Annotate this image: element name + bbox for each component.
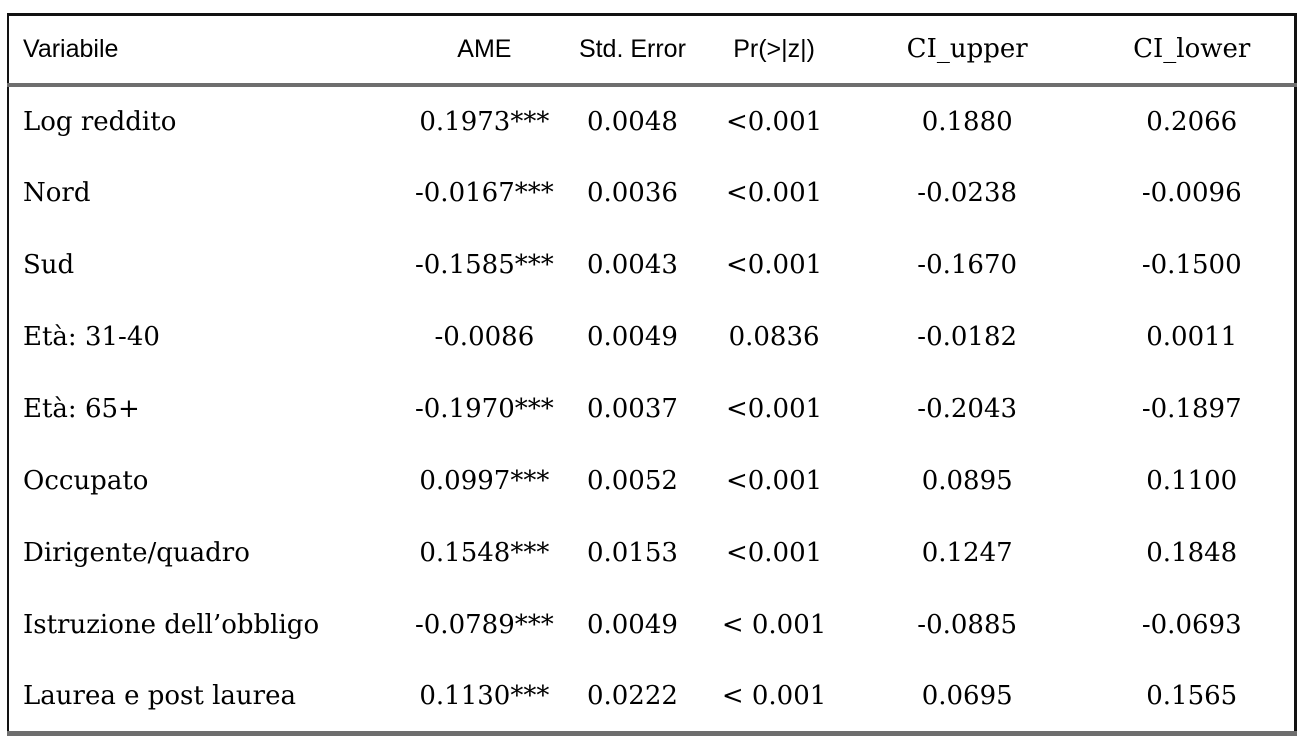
cell-ci-lower: 0.1848: [1146, 538, 1238, 569]
cell-ci-upper: -0.0182: [917, 321, 1018, 352]
cell-std-error: 0.0049: [586, 321, 678, 352]
table-row: Età: 65+ -0.1970*** 0.0037 <0.001 -0.204…: [8, 373, 1296, 445]
cell-ci-upper: 0.1247: [921, 538, 1013, 569]
cell-ci-lower: -0.1897: [1141, 393, 1242, 424]
cell-std-error: 0.0043: [586, 249, 678, 280]
cell-ci-lower: 0.1100: [1146, 466, 1238, 497]
table-row: Sud -0.1585*** 0.0043 <0.001 -0.1670 -0.…: [8, 229, 1296, 301]
cell-pr-z: < 0.001: [721, 610, 827, 641]
cell-ci-lower: -0.1500: [1141, 249, 1242, 280]
cell-ci-upper: -0.1670: [917, 249, 1018, 280]
cell-variabile: Laurea e post laurea: [23, 681, 296, 712]
results-table-container: Variabile AME Std. Error Pr(>|z|) CI_upp…: [7, 13, 1297, 736]
cell-std-error: 0.0222: [586, 681, 678, 712]
header-pr-z: Pr(>|z|): [703, 14, 845, 87]
cell-variabile: Occupato: [23, 466, 149, 497]
table-row: Età: 31-40 -0.0086 0.0049 0.0836 -0.0182…: [8, 301, 1296, 373]
cell-std-error: 0.0036: [586, 177, 678, 208]
cell-std-error: 0.0153: [586, 538, 678, 569]
cell-ci-upper: 0.0695: [921, 681, 1013, 712]
cell-std-error: 0.0037: [586, 393, 678, 424]
cell-pr-z: <0.001: [725, 106, 823, 137]
results-table: Variabile AME Std. Error Pr(>|z|) CI_upp…: [7, 13, 1297, 736]
cell-ci-lower: 0.0011: [1146, 321, 1238, 352]
header-row: Variabile AME Std. Error Pr(>|z|) CI_upp…: [8, 14, 1296, 87]
cell-ame: 0.1973***: [419, 106, 550, 137]
cell-variabile: Log reddito: [23, 106, 177, 137]
cell-std-error: 0.0052: [586, 466, 678, 497]
table-row: Occupato 0.0997*** 0.0052 <0.001 0.0895 …: [8, 445, 1296, 517]
cell-ame: -0.0167***: [414, 177, 554, 208]
cell-ame: 0.0997***: [419, 466, 550, 497]
cell-variabile: Nord: [23, 177, 91, 208]
cell-ci-lower: -0.0096: [1141, 177, 1242, 208]
cell-pr-z: <0.001: [725, 393, 823, 424]
cell-variabile: Dirigente/quadro: [23, 538, 250, 569]
cell-pr-z: 0.0836: [728, 321, 820, 352]
header-ame: AME: [407, 14, 562, 87]
table-row: Laurea e post laurea 0.1130*** 0.0222 < …: [8, 661, 1296, 733]
header-std-error: Std. Error: [561, 14, 704, 87]
cell-ci-lower: 0.1565: [1146, 681, 1238, 712]
cell-ame: 0.1548***: [419, 538, 550, 569]
header-ci-lower: CI_lower: [1089, 14, 1296, 87]
cell-pr-z: <0.001: [725, 177, 823, 208]
cell-ci-upper: 0.0895: [921, 466, 1013, 497]
cell-ame: -0.0086: [434, 321, 535, 352]
cell-variabile: Sud: [23, 249, 75, 280]
cell-ci-upper: -0.2043: [917, 393, 1018, 424]
table-row: Dirigente/quadro 0.1548*** 0.0153 <0.001…: [8, 517, 1296, 589]
cell-ci-upper: -0.0885: [917, 610, 1018, 641]
table-row: Istruzione dell’obbligo -0.0789*** 0.004…: [8, 589, 1296, 661]
cell-ame: -0.1970***: [414, 393, 554, 424]
cell-ame: 0.1130***: [419, 681, 550, 712]
cell-std-error: 0.0048: [586, 106, 678, 137]
cell-ci-lower: -0.0693: [1141, 610, 1242, 641]
cell-ci-upper: 0.1880: [921, 106, 1013, 137]
table-row: Nord -0.0167*** 0.0036 <0.001 -0.0238 -0…: [8, 157, 1296, 229]
cell-pr-z: <0.001: [725, 538, 823, 569]
cell-ame: -0.0789***: [414, 610, 554, 641]
cell-pr-z: <0.001: [725, 466, 823, 497]
cell-ci-upper: -0.0238: [917, 177, 1018, 208]
cell-variabile: Istruzione dell’obbligo: [23, 610, 320, 641]
cell-variabile: Età: 65+: [23, 393, 140, 424]
cell-std-error: 0.0049: [586, 610, 678, 641]
cell-pr-z: <0.001: [725, 249, 823, 280]
cell-ci-lower: 0.2066: [1146, 106, 1238, 137]
table-row: Log reddito 0.1973*** 0.0048 <0.001 0.18…: [8, 85, 1296, 157]
cell-pr-z: < 0.001: [721, 681, 827, 712]
cell-variabile: Età: 31-40: [23, 321, 160, 352]
header-ci-upper: CI_upper: [844, 14, 1090, 87]
header-variabile: Variabile: [8, 14, 408, 87]
cell-ame: -0.1585***: [414, 249, 554, 280]
